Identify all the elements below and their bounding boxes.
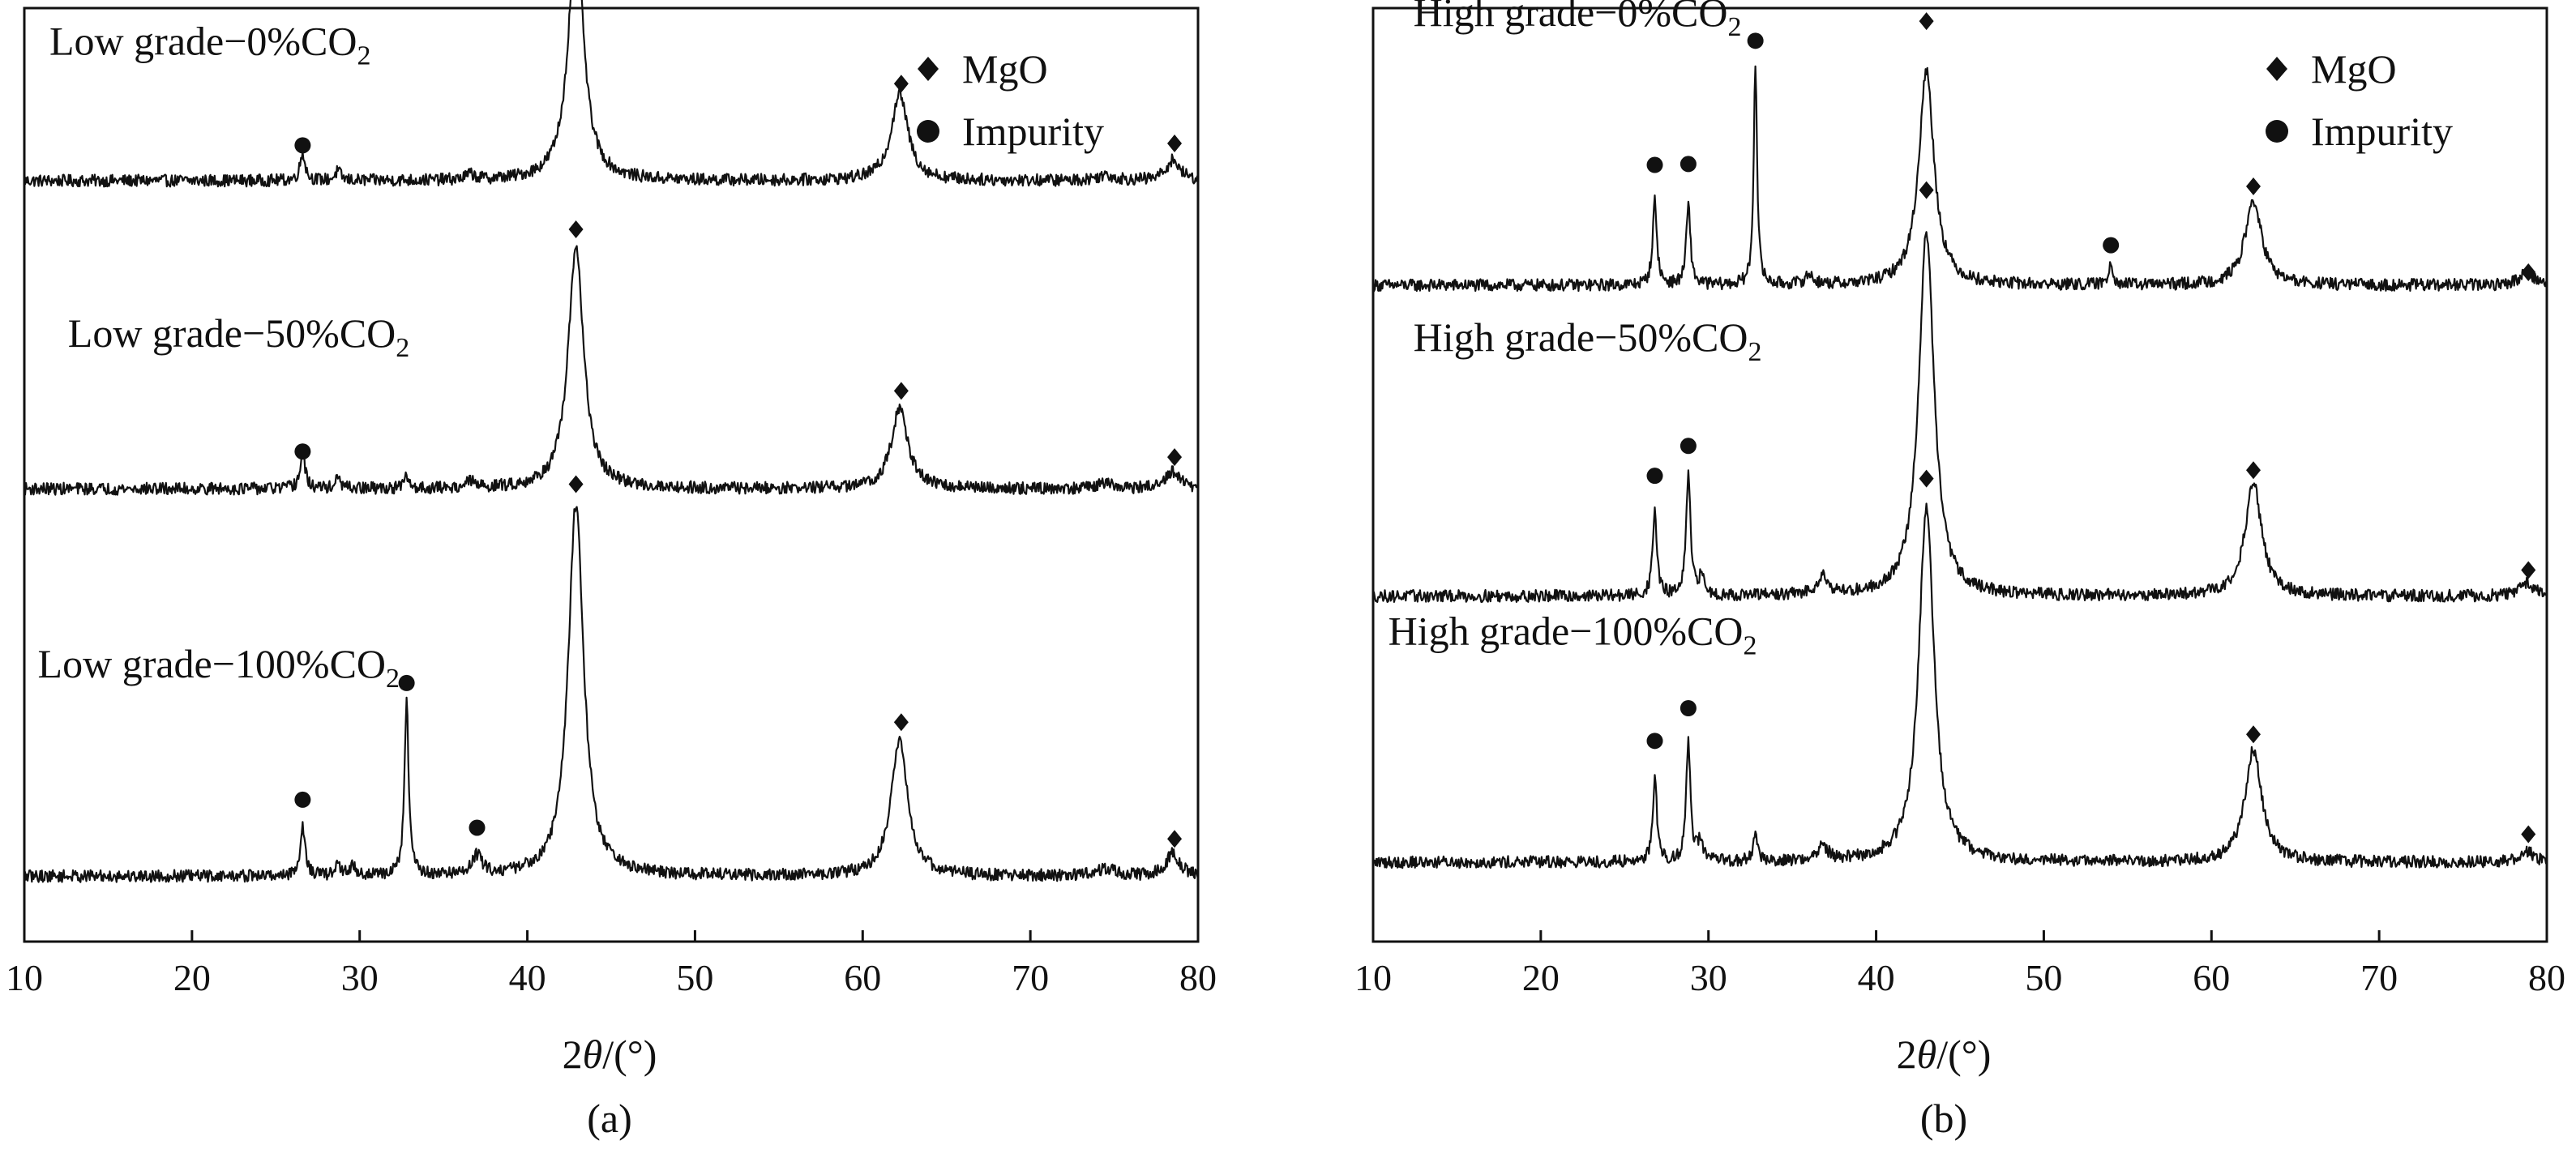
panel-a-label: (a) [587, 1096, 632, 1141]
series-label: High grade−100%CO2 [1389, 609, 1757, 661]
mgo-peak-marker [1167, 448, 1183, 467]
panel-b-label: (b) [1920, 1096, 1967, 1141]
x-tick-label: 50 [676, 957, 713, 998]
mgo-peak-marker [2521, 561, 2536, 579]
mgo-peak-marker [893, 75, 909, 93]
panel-b-x-axis-label: 2θ/(°) [1897, 1032, 1992, 1077]
plot-frame [23, 6, 1200, 943]
panel-b-curves [1371, 65, 2548, 869]
series-line [1371, 502, 2548, 869]
series-line [1372, 231, 2548, 604]
mgo-peak-marker [1167, 135, 1183, 153]
panel-b-series-labels: High grade−0%CO2 High grade−50%CO2 High gr… [1389, 0, 1762, 661]
legend-impurity-label: Impurity [2311, 109, 2453, 154]
x-tick-label: 20 [173, 957, 211, 998]
x-tick-label: 80 [2528, 957, 2565, 998]
mgo-peak-marker [893, 713, 909, 732]
x-tick-label: 60 [844, 957, 881, 998]
legend-impurity-label: Impurity [962, 109, 1104, 154]
series-line [24, 506, 1200, 883]
mgo-peak-marker [1919, 181, 1934, 199]
impurity-peak-marker [2103, 237, 2120, 254]
impurity-peak-marker [1646, 156, 1663, 173]
panel-a-legend: MgO Impurity [917, 46, 1104, 154]
legend-mgo-diamond-icon [918, 57, 939, 81]
legend-mgo-label: MgO [962, 46, 1048, 92]
mgo-peak-marker [568, 220, 584, 239]
mgo-peak-marker [893, 382, 909, 400]
series-label: High grade−50%CO2 [1414, 314, 1762, 367]
impurity-peak-marker [469, 819, 486, 836]
impurity-peak-marker [294, 443, 311, 460]
impurity-peak-marker [1680, 438, 1697, 455]
x-tick-label: 30 [1690, 957, 1727, 998]
series-line [23, 0, 1199, 188]
plot-frame [1371, 6, 2548, 943]
panel-a-x-axis-label: 2θ/(°) [563, 1032, 657, 1077]
panel-b: High grade−0%CO2 High grade−50%CO2 High gr… [1354, 0, 2565, 1141]
impurity-peak-marker [1680, 156, 1697, 173]
mgo-peak-marker [2521, 825, 2536, 844]
panel-b-markers [1646, 12, 2536, 844]
impurity-peak-marker [294, 137, 311, 154]
x-tick-label: 30 [341, 957, 379, 998]
mgo-peak-marker [1167, 830, 1183, 848]
x-tick-label: 40 [509, 957, 546, 998]
legend-mgo-diamond-icon [2266, 57, 2287, 81]
series-label: Low grade−100%CO2 [38, 641, 400, 694]
series-label: Low grade−50%CO2 [68, 310, 410, 363]
mgo-peak-marker [2246, 461, 2261, 480]
mgo-peak-marker [2521, 263, 2536, 282]
panel-a: Low grade−0%CO2 Low grade−50%CO2 Low grade… [6, 0, 1217, 1141]
impurity-peak-marker [398, 674, 415, 691]
legend-impurity-circle-icon [917, 120, 939, 143]
mgo-peak-marker [2246, 725, 2261, 744]
x-tick-label: 60 [2193, 957, 2230, 998]
panel-a-markers [294, 75, 1183, 848]
x-tick-label: 40 [1858, 957, 1895, 998]
series-line [23, 245, 1200, 496]
impurity-peak-marker [294, 791, 311, 808]
x-tick-label: 10 [6, 957, 43, 998]
mgo-peak-marker [2246, 177, 2261, 196]
x-tick-label: 80 [1179, 957, 1217, 998]
x-tick-label: 20 [1522, 957, 1560, 998]
legend-mgo-label: MgO [2311, 46, 2397, 92]
panel-a-axes: 10 20 30 40 50 60 70 80 [6, 6, 1217, 998]
impurity-peak-marker [1680, 700, 1697, 716]
legend-impurity-circle-icon [2266, 120, 2288, 143]
x-tick-label: 70 [1012, 957, 1049, 998]
x-tick-label: 70 [2360, 957, 2398, 998]
x-tick-label: 50 [2025, 957, 2062, 998]
impurity-peak-marker [1646, 733, 1663, 750]
series-label: High grade−0%CO2 [1414, 0, 1742, 42]
impurity-peak-marker [1646, 468, 1663, 485]
panel-b-legend: MgO Impurity [2266, 46, 2453, 154]
series-line [1371, 65, 2548, 293]
mgo-peak-marker [1919, 469, 1934, 488]
mgo-peak-marker [1919, 12, 1934, 31]
panel-b-axes: 10 20 30 40 50 60 70 80 [1354, 6, 2565, 998]
impurity-peak-marker [1747, 32, 1764, 49]
panel-a-series-labels: Low grade−0%CO2 Low grade−50%CO2 Low grade… [38, 19, 410, 694]
mgo-peak-marker [568, 475, 584, 493]
series-label: Low grade−0%CO2 [49, 19, 371, 71]
x-tick-label: 10 [1354, 957, 1392, 998]
panel-a-curves [23, 0, 1200, 883]
